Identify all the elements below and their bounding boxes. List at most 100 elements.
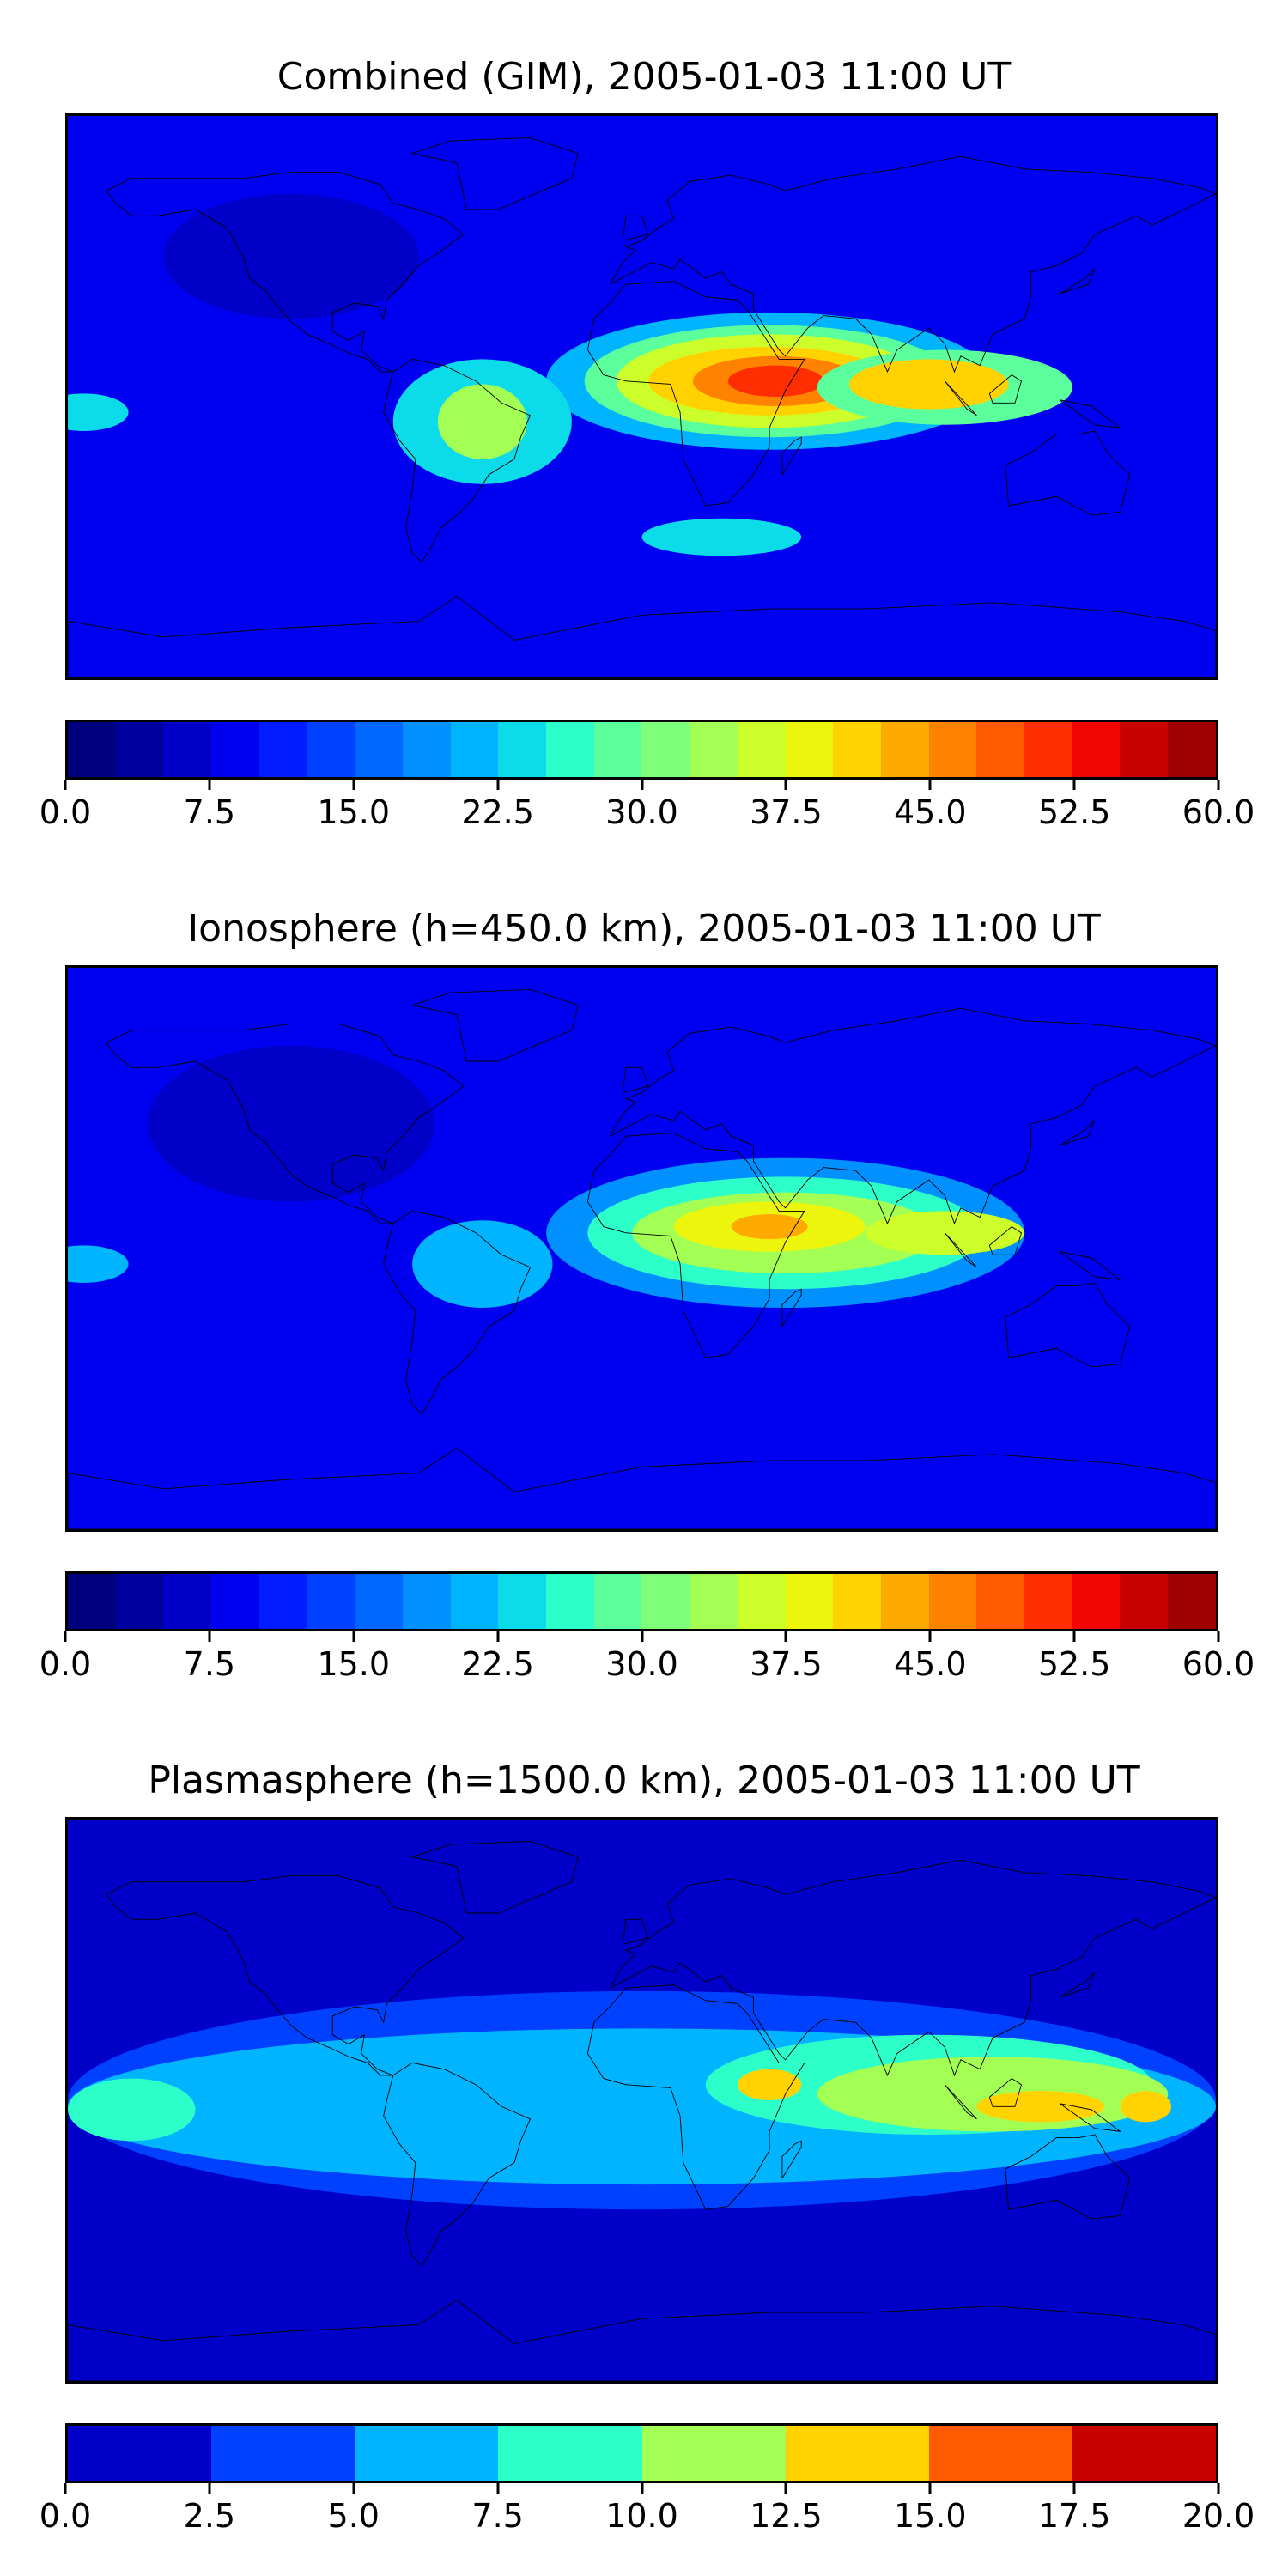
colorbar-tick [928,1631,932,1642]
tec-contour-region [68,2078,196,2142]
colorbar-segment [450,722,499,777]
colorbar-segment [211,1574,259,1629]
colorbar-tick-label: 7.5 [183,793,236,831]
colorbar-tick [64,2483,67,2494]
colorbar-tick-label: 12.5 [750,2497,823,2535]
colorbar-tick [64,1631,67,1642]
coastline [782,1289,801,1327]
tec-contour-region [737,2069,802,2100]
colorbar-tick-label: 0.0 [39,2497,92,2535]
coastline [106,172,464,372]
colorbar-segment [402,1574,451,1629]
colorbar [65,1571,1218,1631]
coastline [384,1211,531,1413]
colorbar-tick-label: 22.5 [461,1645,534,1683]
colorbar-tick [352,2483,355,2494]
coastline [1060,1252,1121,1280]
tec-map [68,1820,1216,2381]
colorbar-segment [928,1574,977,1629]
colorbar-segment [737,722,786,777]
colorbar-tick-label: 15.0 [317,1645,391,1683]
tec-contour-region [727,365,824,397]
colorbar-segment [307,722,355,777]
coastline [68,597,1216,677]
colorbar-tick [208,780,211,790]
map-plot [65,113,1218,680]
colorbar-tick [928,2483,932,2494]
colorbar-tick-label: 60.0 [1182,793,1255,831]
colorbar-tick [641,1631,643,1642]
colorbar-tick [64,780,67,790]
colorbar-segment [498,722,547,777]
colorbar-segment [546,1574,594,1629]
colorbar-segment [258,1574,307,1629]
colorbar-segment [690,1574,738,1629]
coastline [1060,400,1121,428]
tec-contour-region [641,518,802,556]
coastline [587,282,805,507]
coastline [945,1233,976,1267]
colorbar-segment [690,722,738,777]
coastline [945,381,976,416]
colorbar-segment [1120,1574,1169,1629]
colorbar-tick [784,2483,787,2494]
colorbar-tick-label: 37.5 [750,1645,823,1683]
coastline [1060,269,1095,294]
colorbar-segment [258,722,307,777]
colorbar-tick-label: 5.0 [327,2497,380,2535]
colorbar-tick [1072,780,1076,790]
colorbar-tick [1072,1631,1076,1642]
colorbar-segment [641,1574,690,1629]
colorbar-tick [496,780,500,790]
colorbar-segment [307,1574,355,1629]
colorbar-tick-label: 17.5 [1037,2497,1111,2535]
coastline [384,2063,531,2265]
colorbar-tick [1217,780,1220,790]
colorbar-tick-label: 15.0 [893,2497,967,2535]
coastline [989,375,1021,404]
colorbar-tick-label: 7.5 [471,2497,524,2535]
coastline [1060,2104,1121,2132]
colorbar-tick-label: 52.5 [1037,1645,1111,1683]
colorbar-tick [208,2483,211,2494]
colorbar-tick [641,780,643,790]
colorbar-tick [208,1631,211,1642]
colorbar-segment [163,722,212,777]
coastline [1060,1972,1095,1997]
coastline [623,1067,648,1092]
colorbar-tick-label: 7.5 [183,1645,236,1683]
colorbar-segment [785,2426,929,2481]
colorbar-tick-label: 45.0 [893,793,967,831]
colorbar-segment [450,1574,499,1629]
coastline [989,2079,1021,2107]
colorbar-tick-label: 0.0 [39,793,92,831]
colorbar-tick-label: 2.5 [183,2497,236,2535]
tec-map [68,116,1216,677]
colorbar-segment [1120,722,1169,777]
colorbar-segment [1072,1574,1121,1629]
colorbar-segment [402,722,451,777]
colorbar-segment [928,2426,1072,2481]
colorbar-segment [546,722,594,777]
coastline [106,1875,464,2075]
tec-contour-region [625,2240,786,2304]
coastline [782,2141,801,2178]
colorbar-tick-label: 20.0 [1182,2497,1255,2535]
colorbar-segment [355,2426,499,2481]
coastline [945,2085,976,2119]
colorbar-ticks: 0.0 7.5 15.0 22.5 30.0 37.5 45.0 52.5 60.0 [39,780,1255,840]
colorbar-segment [593,722,642,777]
coastline [412,137,578,210]
colorbar-tick-label: 0.0 [39,1645,92,1683]
colorbar-segment [593,1574,642,1629]
colorbar-segment [1168,722,1216,777]
colorbar-segment [1024,1574,1072,1629]
tec-contour-region [147,1045,435,1202]
colorbar-tick [496,2483,500,2494]
colorbar-segment [1072,2426,1216,2481]
colorbar-segment [1168,1574,1216,1629]
colorbar-segment [211,2426,355,2481]
colorbar [65,720,1218,780]
colorbar-tick-label: 37.5 [750,793,823,831]
colorbar-tick [496,1631,500,1642]
